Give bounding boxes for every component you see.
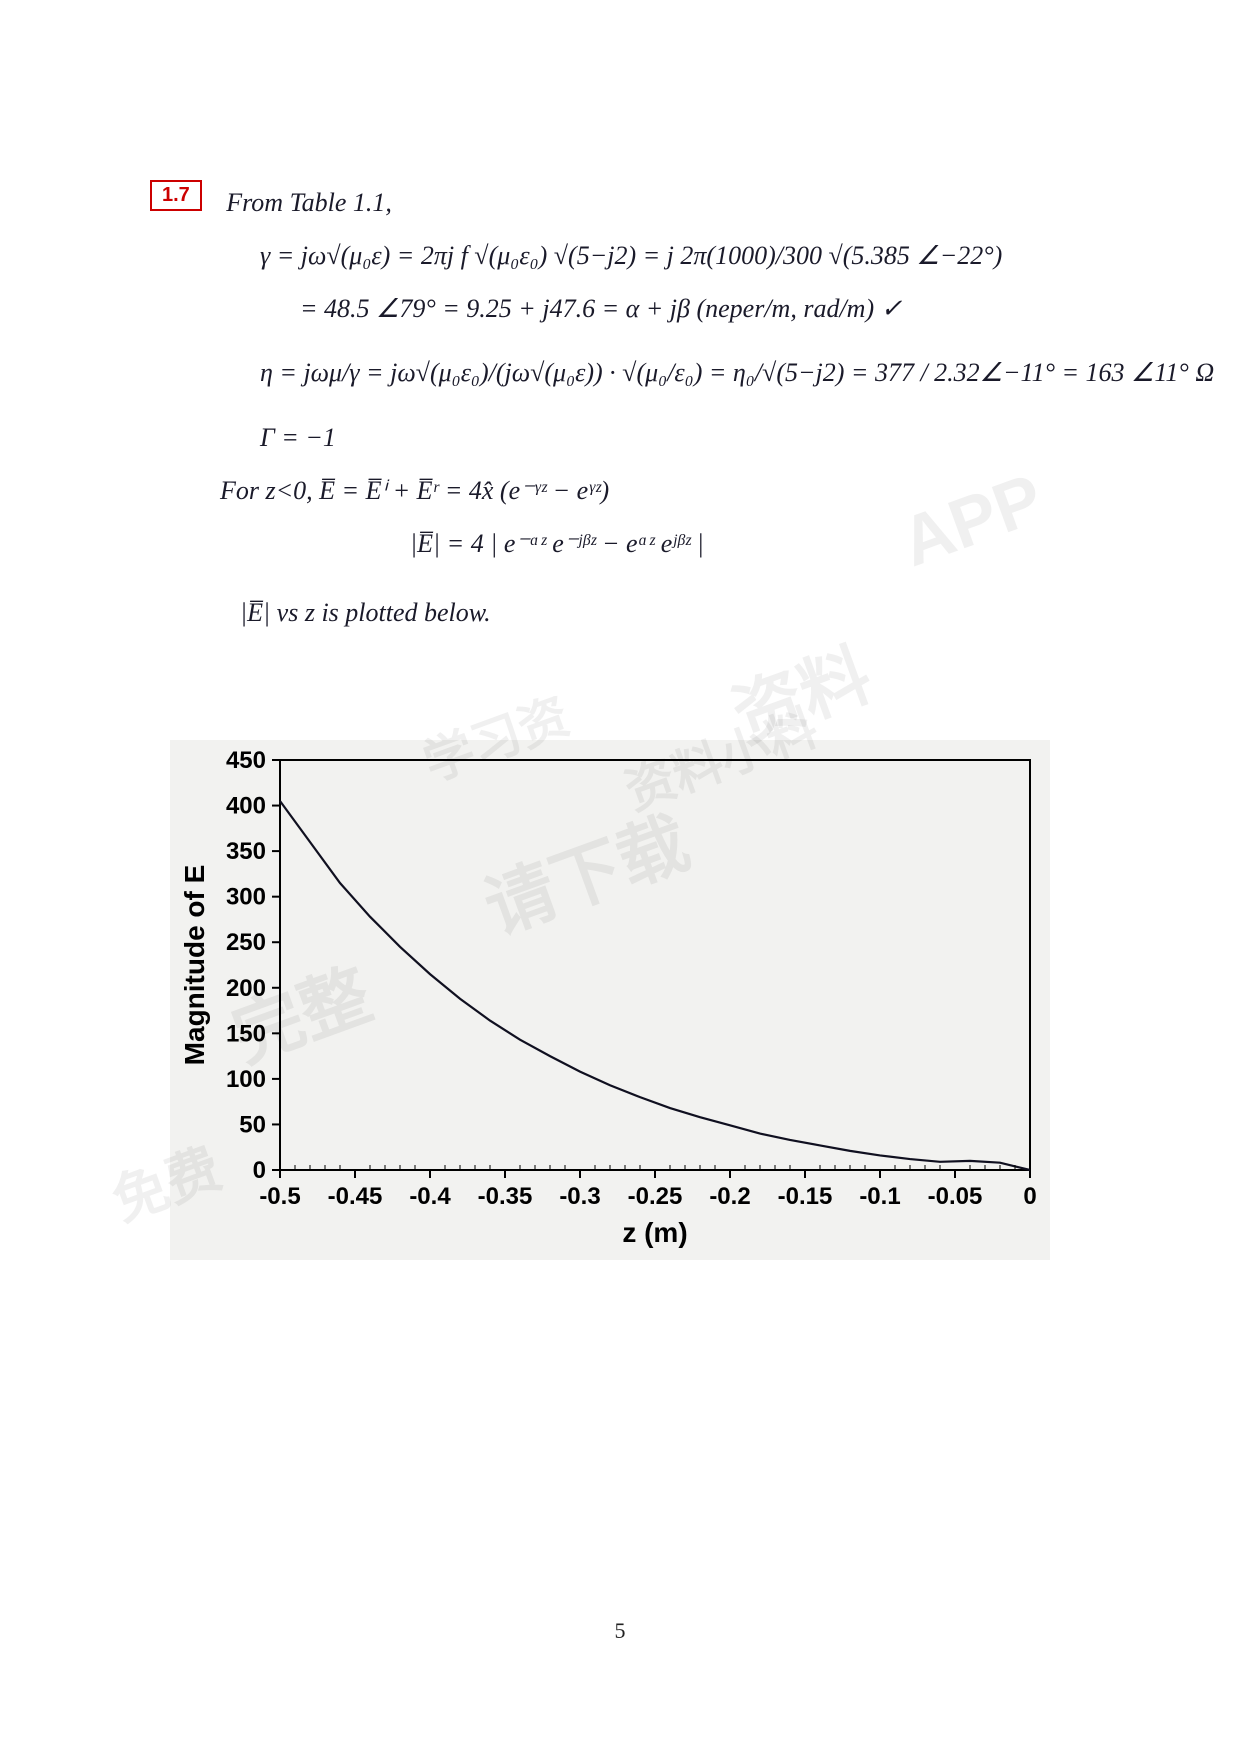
svg-text:200: 200 bbox=[226, 975, 266, 1002]
svg-text:-0.1: -0.1 bbox=[859, 1183, 900, 1210]
svg-text:400: 400 bbox=[226, 793, 266, 820]
text-line-3: = 48.5 ∠79° = 9.25 + j47.6 = α + jβ (nep… bbox=[300, 286, 1090, 333]
chart-svg: 0 50 100 150 200 250 300 350 400 450 -0.5 -0.45 -0.4… bbox=[170, 740, 1050, 1260]
content-block: 1.7 From Table 1.1, γ = jω√(μ₀ε) = 2πj f… bbox=[150, 180, 1090, 642]
svg-text:250: 250 bbox=[226, 929, 266, 956]
svg-text:-0.45: -0.45 bbox=[328, 1183, 383, 1210]
text-line-6: For z<0, E̅ = E̅ⁱ + E̅ʳ = 4x̂ (e⁻ᵞᶻ − eᵞ… bbox=[220, 468, 1090, 515]
text-line-1: From Table 1.1, bbox=[226, 188, 392, 217]
page-number: 5 bbox=[0, 1618, 1240, 1644]
text-line-2: γ = jω√(μ₀ε) = 2πj f √(μ₀ε₀) √(5−j2) = j… bbox=[260, 233, 1090, 280]
svg-text:0: 0 bbox=[1023, 1183, 1036, 1210]
svg-text:-0.35: -0.35 bbox=[478, 1183, 533, 1210]
svg-text:-0.15: -0.15 bbox=[778, 1183, 833, 1210]
text-line-5: Γ = −1 bbox=[260, 415, 1090, 462]
svg-text:100: 100 bbox=[226, 1066, 266, 1093]
svg-text:-0.4: -0.4 bbox=[409, 1183, 451, 1210]
svg-text:Magnitude of E: Magnitude of E bbox=[179, 865, 210, 1066]
svg-text:-0.3: -0.3 bbox=[559, 1183, 600, 1210]
svg-text:0: 0 bbox=[253, 1157, 266, 1184]
svg-text:300: 300 bbox=[226, 884, 266, 911]
text-line-7: |E̅| = 4 | e⁻ᵅᶻ e⁻ʲᵝᶻ − eᵅᶻ eʲᵝᶻ | bbox=[410, 521, 1090, 568]
svg-text:450: 450 bbox=[226, 747, 266, 774]
svg-text:-0.05: -0.05 bbox=[928, 1183, 983, 1210]
page: 1.7 From Table 1.1, γ = jω√(μ₀ε) = 2πj f… bbox=[0, 0, 1240, 1754]
svg-text:z (m): z (m) bbox=[622, 1217, 687, 1248]
svg-text:-0.5: -0.5 bbox=[259, 1183, 300, 1210]
text-line-8: |E̅| vs z is plotted below. bbox=[240, 590, 1090, 637]
svg-text:-0.2: -0.2 bbox=[709, 1183, 750, 1210]
svg-text:50: 50 bbox=[239, 1111, 266, 1138]
line-1: 1.7 From Table 1.1, bbox=[150, 180, 1090, 227]
text-line-4: η = jωμ/γ = jω√(μ₀ε₀)/(jω√(μ₀ε)) · √(μ₀/… bbox=[260, 350, 1090, 397]
svg-text:-0.25: -0.25 bbox=[628, 1183, 683, 1210]
problem-label: 1.7 bbox=[150, 180, 202, 211]
svg-text:150: 150 bbox=[226, 1020, 266, 1047]
chart: 0 50 100 150 200 250 300 350 400 450 -0.5 -0.45 -0.4… bbox=[170, 740, 1050, 1260]
svg-text:350: 350 bbox=[226, 838, 266, 865]
